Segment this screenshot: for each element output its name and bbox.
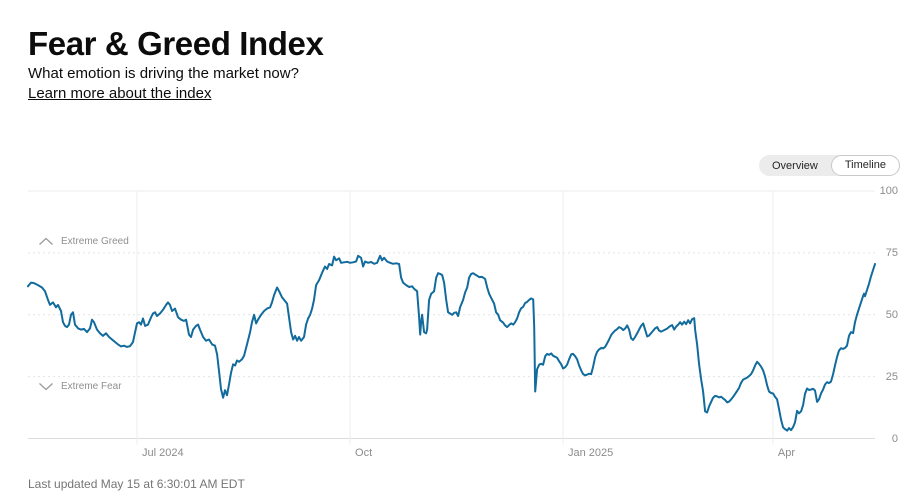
index-line-series bbox=[27, 254, 876, 432]
tab-timeline[interactable]: Timeline bbox=[830, 155, 900, 176]
x-axis-label: Jul 2024 bbox=[142, 447, 184, 459]
zone-label-text: Extreme Greed bbox=[61, 236, 129, 247]
zone-label-extreme-greed: Extreme Greed bbox=[38, 236, 129, 247]
chevron-down-icon bbox=[39, 383, 53, 391]
y-axis-label: 100 bbox=[879, 185, 898, 197]
y-axis-label: 50 bbox=[885, 308, 898, 321]
x-axis-label: Oct bbox=[355, 447, 373, 459]
x-axis-label: Jan 2025 bbox=[567, 447, 614, 459]
learn-more-link[interactable]: Learn more about the index bbox=[28, 85, 212, 102]
page-title: Fear & Greed Index bbox=[28, 25, 324, 63]
chevron-up-icon bbox=[39, 237, 53, 245]
x-axis-label: Apr bbox=[777, 447, 796, 459]
view-toggle: Overview Timeline bbox=[758, 155, 900, 176]
y-axis-label: 25 bbox=[885, 370, 898, 383]
y-axis-label: 75 bbox=[885, 246, 898, 259]
tab-overview[interactable]: Overview bbox=[759, 155, 831, 176]
y-axis-label: 0 bbox=[891, 432, 898, 445]
last-updated-text: Last updated May 15 at 6:30:01 AM EDT bbox=[28, 477, 245, 491]
zone-label-extreme-fear: Extreme Fear bbox=[38, 381, 122, 392]
zone-label-text: Extreme Fear bbox=[61, 381, 122, 392]
subtitle: What emotion is driving the market now? bbox=[28, 65, 299, 82]
